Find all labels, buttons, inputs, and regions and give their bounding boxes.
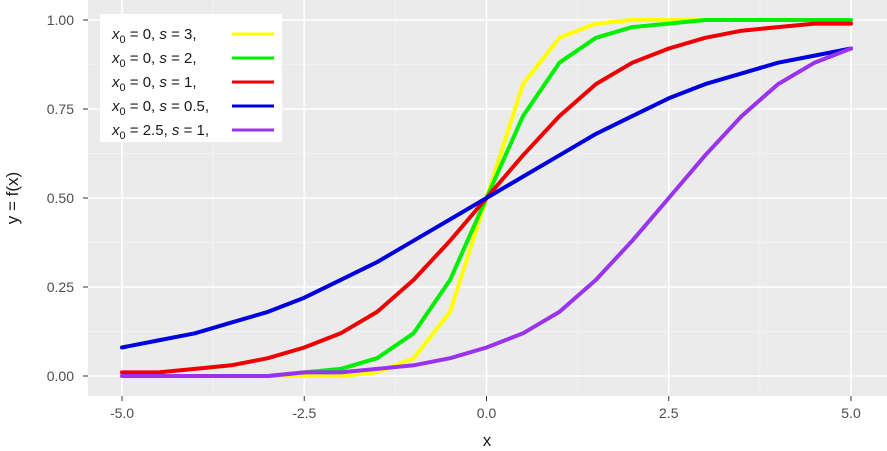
y-tick-label: 0.50 <box>47 190 74 206</box>
legend-label: x0 = 0, s = 2, <box>111 50 197 70</box>
x-tick-label: -2.5 <box>292 405 316 421</box>
x-tick-label: 0.0 <box>477 405 497 421</box>
x-tick-label: 5.0 <box>841 405 861 421</box>
series-line <box>120 46 853 378</box>
legend-label: x0 = 0, s = 1, <box>111 74 197 94</box>
legend-label: x0 = 2.5, s = 1, <box>111 122 209 142</box>
y-axis-title: y = f(x) <box>3 172 22 224</box>
legend-label: x0 = 0, s = 0.5, <box>111 98 209 118</box>
y-tick-label: 0.25 <box>47 279 74 295</box>
axes: -5.0 -2.5 0.0 2.5 5.0 0.00 0.25 0.50 0.75 1.00 <box>47 12 861 421</box>
legend: x0 = 0, s = 3, x0 = 0, s = 2, x0 = 0, s = … <box>100 14 282 142</box>
y-tick-label: 1.00 <box>47 12 74 28</box>
x-tick-label: 2.5 <box>659 405 679 421</box>
x-tick-label: -5.0 <box>110 405 134 421</box>
series-lines <box>120 18 853 378</box>
legend-label: x0 = 0, s = 3, <box>111 26 197 46</box>
y-tick-label: 0.75 <box>47 101 74 117</box>
y-tick-label: 0.00 <box>47 368 74 384</box>
x-axis-title: x <box>483 431 492 450</box>
series-line <box>120 46 853 350</box>
